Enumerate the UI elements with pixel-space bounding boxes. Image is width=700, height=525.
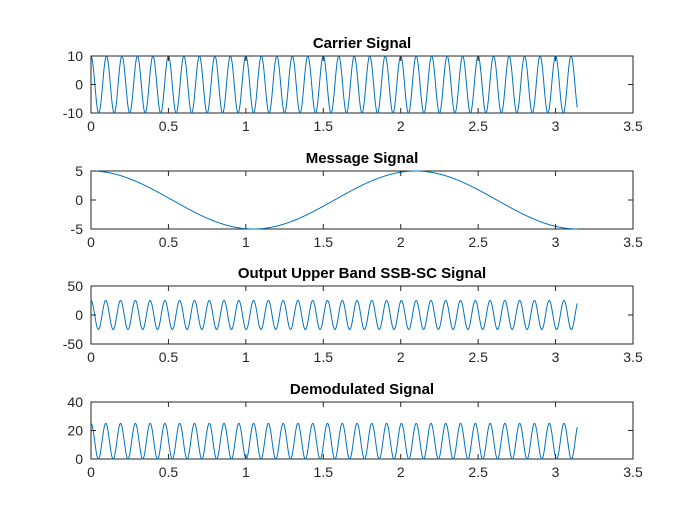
subplot-3-xtick-label: 2 [397, 349, 405, 365]
subplot-4-series-1-line [91, 422, 578, 460]
subplot-4-xtick-label: 2 [397, 464, 405, 480]
subplot-1-xtick-label: 2.5 [468, 118, 488, 134]
subplot-3-xtick-label: 0 [87, 349, 95, 365]
subplot-1-axes-box [90, 55, 634, 114]
subplot-4-xtick-label: 1 [242, 464, 250, 480]
subplot-2-xtick-label: 1 [242, 234, 250, 250]
subplot-1-xtick-label: 1.5 [314, 118, 334, 134]
subplot-1-series-1-line [91, 55, 578, 114]
subplot-4-xtick-label: 2.5 [468, 464, 488, 480]
subplot-2-ytick-label: 5 [75, 163, 83, 179]
subplot-1-title: Carrier Signal [313, 35, 411, 52]
subplot-4-ytick-label: 0 [75, 451, 83, 467]
subplot-2-title: Message Signal [306, 150, 419, 167]
subplot-3-axes-box [90, 285, 634, 345]
subplot-1-xtick-label: 1 [242, 118, 250, 134]
subplot-1-xtick-label: 2 [397, 118, 405, 134]
subplot-3-series-1-line [91, 300, 578, 330]
subplot-2-xtick-label: 1.5 [314, 234, 334, 250]
subplot-4-xtick-label: 0 [87, 464, 95, 480]
subplot-4: 0 0.5 1 1.5 2 2.5 3 3.5 0 20 40 Demodulated Signal [67, 381, 643, 480]
subplot-1-xtick-label: 3 [552, 118, 560, 134]
subplot-3-xtick-label: 1.5 [314, 349, 334, 365]
subplot-3-ytick-label: 50 [67, 278, 83, 294]
subplot-2-ytick-label: 0 [75, 192, 83, 208]
subplot-1-xtick-label: 3.5 [623, 118, 643, 134]
subplot-1-ytick-label: 10 [67, 48, 83, 64]
subplot-4-xtick-label: 1.5 [314, 464, 334, 480]
subplot-4-xtick-label: 3 [552, 464, 560, 480]
subplot-4-ytick-label: 20 [67, 423, 83, 439]
subplot-2-xtick-label: 0 [87, 234, 95, 250]
subplot-1-ytick-label: -10 [63, 105, 83, 121]
subplot-3-ytick-label: -50 [63, 336, 83, 352]
subplot-3-xtick-label: 1 [242, 349, 250, 365]
subplot-3-xtick-label: 3 [552, 349, 560, 365]
subplot-2-series-1-line [91, 170, 578, 230]
subplot-3-xtick-label: 3.5 [623, 349, 643, 365]
subplot-4-ytick-label: 40 [67, 394, 83, 410]
subplot-3-ytick-label: 0 [75, 307, 83, 323]
subplot-2-ytick-label: -5 [71, 221, 84, 237]
subplot-4-xtick-label: 3.5 [623, 464, 643, 480]
subplot-2-xtick-label: 0.5 [159, 234, 179, 250]
subplot-4-xtick-label: 0.5 [159, 464, 179, 480]
subplot-1-ytick-label: 0 [75, 77, 83, 93]
subplot-3-xtick-label: 0.5 [159, 349, 179, 365]
subplot-4-title: Demodulated Signal [290, 381, 434, 398]
subplot-2-xtick-label: 2.5 [468, 234, 488, 250]
subplot-2-xtick-label: 3 [552, 234, 560, 250]
subplot-2-xtick-label: 2 [397, 234, 405, 250]
subplot-1-xtick-label: 0 [87, 118, 95, 134]
subplot-2-xtick-label: 3.5 [623, 234, 643, 250]
subplot-1-xtick-label: 0.5 [159, 118, 179, 134]
subplot-3-xtick-label: 2.5 [468, 349, 488, 365]
subplot-3-title: Output Upper Band SSB-SC Signal [238, 265, 486, 282]
